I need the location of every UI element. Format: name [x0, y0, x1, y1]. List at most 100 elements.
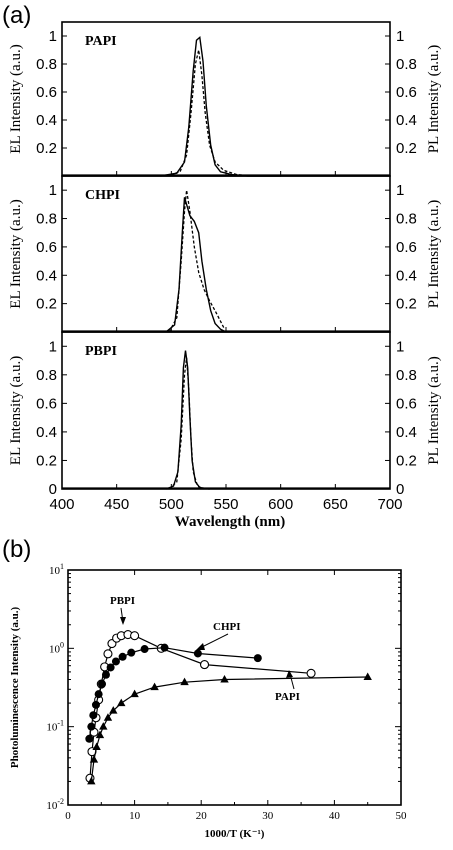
series-line-pbpi [89, 633, 312, 779]
data-point [89, 755, 99, 763]
data-point [117, 698, 126, 707]
y-tick-label-right: 0.4 [396, 112, 417, 129]
el-pl-spectra-chart: 1 1 0.8 0.8 0.6 0.6 0.4 0.4 0.2 0.2 PAPI EL Intensi… [8, 21, 442, 530]
data-point [91, 700, 100, 709]
y-tick-label-right: 1 [396, 28, 404, 45]
y-tick-label: 0.2 [36, 452, 57, 469]
plot-area: 0 10 20 30 40 50 101 100 10-1 10-2 PBPI CHPI PAPI [46, 562, 407, 822]
data-point [103, 713, 113, 721]
y-axis-title-right: PL Intensity (a.u.) [426, 356, 442, 465]
data-point [140, 645, 149, 654]
annotations: PBPI CHPI PAPI [110, 595, 300, 703]
data-point [160, 643, 169, 652]
x-tick-label: 650 [323, 496, 348, 513]
y-tick-label: 1 [49, 182, 57, 199]
y-tick-label: 0.6 [36, 239, 57, 256]
x-tick-label: 500 [159, 496, 184, 513]
y-tick-label: 0.2 [36, 296, 57, 313]
y-tick-label-right: 0.4 [396, 424, 417, 441]
data-point [127, 648, 136, 657]
data-point [89, 711, 98, 720]
y-axis-title-left: EL Intensity (a.u.) [8, 44, 24, 153]
y-tick-label-right: 0 [396, 481, 404, 498]
y-tick-label: 0 [49, 481, 57, 498]
data-point [85, 734, 94, 743]
data-point [92, 742, 101, 751]
y-tick-label-right: 0.2 [396, 296, 417, 313]
y-axis-title-right: PL Intensity (a.u.) [426, 200, 442, 309]
y-axis-title: Photoluminescence Intensity (a.u.) [9, 607, 21, 769]
data-point [94, 690, 103, 699]
data-point [87, 722, 96, 731]
data-point [150, 682, 159, 691]
x-tick-label: 600 [268, 496, 293, 513]
y-tick-label: 0.4 [36, 112, 57, 129]
y-tick-label: 0.8 [36, 367, 57, 384]
x-tick-label: 700 [377, 496, 402, 513]
y-axis-title-left: EL Intensity (a.u.) [8, 199, 24, 308]
panel-a-label: (a) [2, 2, 32, 29]
y-tick-label-right: 0.6 [396, 84, 417, 101]
y-tick-label: 10-1 [46, 719, 64, 734]
y-tick-label-right: 0.8 [396, 367, 417, 384]
data-point [106, 663, 115, 672]
x-tick-label: 40 [329, 810, 341, 822]
y-tick-label-right: 0.2 [396, 452, 417, 469]
y-tick-label: 0.6 [36, 395, 57, 412]
y-tick-label-right: 1 [396, 338, 404, 355]
y-tick-label: 0.8 [36, 211, 57, 228]
subplot-papi: 1 1 0.8 0.8 0.6 0.6 0.4 0.4 0.2 0.2 PAPI EL Intensi… [8, 21, 442, 177]
x-tick-label: 550 [213, 496, 238, 513]
y-tick-label: 0.8 [36, 56, 57, 73]
panel-name-papi: PAPI [85, 34, 117, 49]
y-tick-label: 1 [49, 338, 57, 355]
series-line-papi [90, 676, 368, 782]
data-point [130, 689, 139, 698]
data-point [199, 660, 210, 670]
data-point [103, 649, 113, 659]
data-point [180, 677, 189, 686]
data-point [253, 654, 262, 663]
y-tick-label-right: 0.4 [396, 267, 417, 284]
data-point [87, 776, 96, 785]
data-point [118, 652, 127, 661]
subplot-pbpi: 1 1 0.8 0.8 0.6 0.6 0.4 0.4 0.2 0.2 0 0 PBPI EL Inten… [8, 331, 442, 498]
series-papi [87, 672, 372, 785]
x-axis-title: Wavelength (nm) [175, 514, 285, 530]
panel-b-label: (b) [2, 536, 32, 563]
annotation-arrow-chpi [199, 633, 229, 649]
annotation-papi: PAPI [275, 691, 300, 703]
data-point [95, 730, 105, 739]
arrowhead-papi [286, 670, 293, 678]
pl-curve-pbpi [168, 357, 205, 490]
data-point [363, 672, 372, 681]
y-tick-label: 0.2 [36, 140, 57, 157]
data-point [99, 722, 108, 730]
x-tick-label: 30 [262, 810, 274, 822]
y-tick-label: 101 [49, 562, 64, 577]
y-tick-label-right: 1 [396, 182, 404, 199]
annotation-chpi: CHPI [213, 621, 241, 633]
data-point [101, 670, 110, 679]
el-curve-chpi [165, 197, 227, 333]
y-tick-label: 0.4 [36, 424, 57, 441]
y-tick-label: 100 [49, 640, 64, 655]
x-tick-label: 10 [129, 810, 141, 822]
x-axis-title: 1000/T (K⁻¹) [205, 828, 265, 840]
y-tick-label-right: 0.8 [396, 56, 417, 73]
y-tick-label-right: 0.6 [396, 239, 417, 256]
data-point [97, 680, 106, 689]
data-point [193, 649, 202, 658]
x-tick-label: 400 [49, 496, 74, 513]
data-point [306, 668, 316, 678]
y-tick-label: 10-2 [46, 797, 64, 812]
panel-name-pbpi: PBPI [85, 344, 117, 359]
annotation-pbpi: PBPI [110, 595, 135, 607]
x-tick-label: 50 [396, 810, 408, 822]
y-tick-label: 0.6 [36, 84, 57, 101]
data-point [109, 706, 118, 714]
y-tick-label: 1 [49, 28, 57, 45]
y-axis-title-right: PL Intensity (a.u.) [426, 45, 442, 154]
x-tick-label: 20 [196, 810, 208, 822]
